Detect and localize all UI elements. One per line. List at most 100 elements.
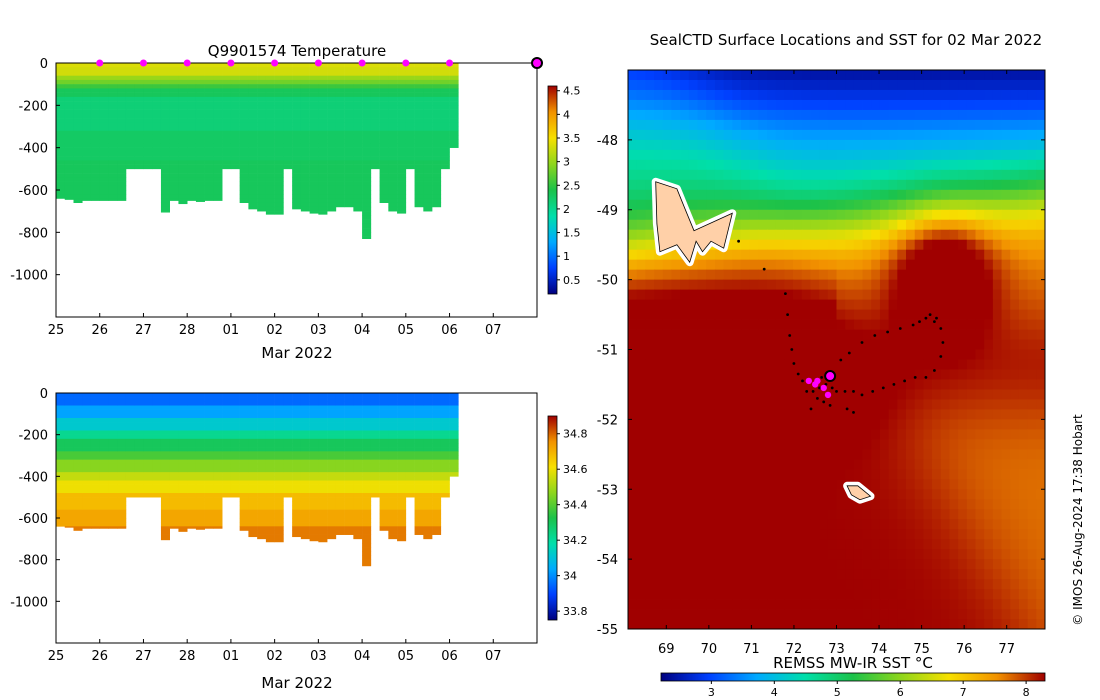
salinity-profile-column xyxy=(327,393,337,540)
salinity-profile-column xyxy=(73,393,83,531)
temperature-cell xyxy=(397,118,407,123)
sst-cell xyxy=(1027,209,1037,221)
sst-cell xyxy=(740,329,751,340)
temperature-cell xyxy=(82,194,92,199)
sst-cell xyxy=(906,419,916,430)
temperature-cell xyxy=(108,130,118,136)
salinity-cell xyxy=(353,526,363,531)
sst-cell xyxy=(714,119,724,131)
temperature-cell xyxy=(397,79,407,85)
temperature-cell xyxy=(423,190,433,195)
temperature-cell xyxy=(414,185,424,191)
salinity-ytick-label: -1000 xyxy=(10,595,48,610)
salinity-cell xyxy=(362,551,372,556)
salinity-cell xyxy=(335,418,345,423)
sst-cell xyxy=(671,169,681,181)
temperature-cell xyxy=(353,168,363,174)
temperature-cell xyxy=(99,109,109,115)
salinity-cell xyxy=(56,472,66,477)
temperature-cell xyxy=(64,122,74,127)
salinity-cell xyxy=(90,468,101,473)
salinity-cell xyxy=(423,476,433,481)
temperature-cell xyxy=(108,109,118,115)
salinity-cell xyxy=(318,505,328,510)
temperature-cell xyxy=(353,126,363,132)
salinity-cell xyxy=(300,397,310,402)
sst-cell xyxy=(906,249,916,261)
temperature-cell xyxy=(73,105,83,110)
sst-cell xyxy=(636,249,646,261)
salinity-cell xyxy=(204,468,214,473)
salinity-cell xyxy=(397,493,407,498)
temperature-cell xyxy=(440,143,450,148)
temperature-cell xyxy=(143,96,153,102)
salinity-cell xyxy=(292,518,302,523)
sst-cell xyxy=(671,419,681,430)
temperature-cell xyxy=(379,79,389,85)
salinity-cell xyxy=(397,405,407,410)
salinity-cell xyxy=(178,493,188,498)
salinity-cell xyxy=(160,397,170,402)
sst-cell xyxy=(879,409,890,420)
sst-cell xyxy=(836,159,846,171)
temperature-cell xyxy=(327,190,337,195)
temperature-cell xyxy=(90,96,101,102)
temperature-cell xyxy=(344,143,354,148)
temperature-cell xyxy=(213,122,223,127)
salinity-cell xyxy=(195,409,205,415)
sst-cell xyxy=(749,79,759,91)
temperature-cell xyxy=(397,75,407,81)
sst-cell xyxy=(628,359,638,370)
sst-cell xyxy=(949,89,959,101)
sst-cell xyxy=(1027,429,1037,440)
salinity-cell xyxy=(64,443,74,448)
salinity-cell xyxy=(423,422,433,427)
sst-cell xyxy=(706,189,716,201)
sst-cell xyxy=(671,359,681,370)
temperature-cell xyxy=(397,67,407,72)
sst-cell xyxy=(636,369,646,380)
salinity-profile-column xyxy=(449,393,459,477)
salinity-cell xyxy=(335,447,345,452)
temperature-cell xyxy=(335,84,345,89)
temperature-cell xyxy=(292,181,302,187)
salinity-cell xyxy=(318,397,328,402)
salinity-cell xyxy=(405,472,415,477)
sst-cell xyxy=(1027,319,1037,330)
temperature-cell xyxy=(248,105,258,110)
sst-cell xyxy=(645,209,655,221)
salinity-cell xyxy=(300,534,310,540)
sst-cell xyxy=(732,319,742,330)
salinity-cell xyxy=(423,513,433,519)
temperature-cell xyxy=(90,198,101,201)
temperature-profile-column xyxy=(152,63,162,170)
sst-cell xyxy=(628,249,638,261)
sst-cell xyxy=(992,379,1002,390)
temperature-cell xyxy=(239,181,249,187)
sst-cell xyxy=(984,349,994,360)
salinity-cell xyxy=(134,480,144,485)
salinity-cell xyxy=(82,522,92,527)
temperature-cell xyxy=(292,134,302,140)
salinity-cell xyxy=(160,476,170,481)
salinity-cell xyxy=(257,534,267,540)
salinity-cell xyxy=(265,438,275,444)
sst-cell xyxy=(949,159,959,171)
sst-cell xyxy=(819,149,829,161)
salinity-cell xyxy=(405,413,415,419)
sst-cell xyxy=(949,379,959,390)
temperature-cell xyxy=(292,198,302,203)
salinity-cell xyxy=(432,422,442,427)
salinity-cell xyxy=(388,426,398,431)
salinity-cell xyxy=(169,426,179,431)
salinity-cell xyxy=(379,409,389,415)
temperature-cell xyxy=(169,92,179,98)
sst-cell xyxy=(680,289,690,300)
salinity-cell xyxy=(283,484,293,490)
sst-cell xyxy=(767,299,777,310)
temperature-cell xyxy=(432,71,442,76)
salinity-cell xyxy=(195,418,205,423)
salinity-cell xyxy=(318,451,328,456)
salinity-cell xyxy=(257,463,267,469)
sst-cell xyxy=(888,359,898,370)
